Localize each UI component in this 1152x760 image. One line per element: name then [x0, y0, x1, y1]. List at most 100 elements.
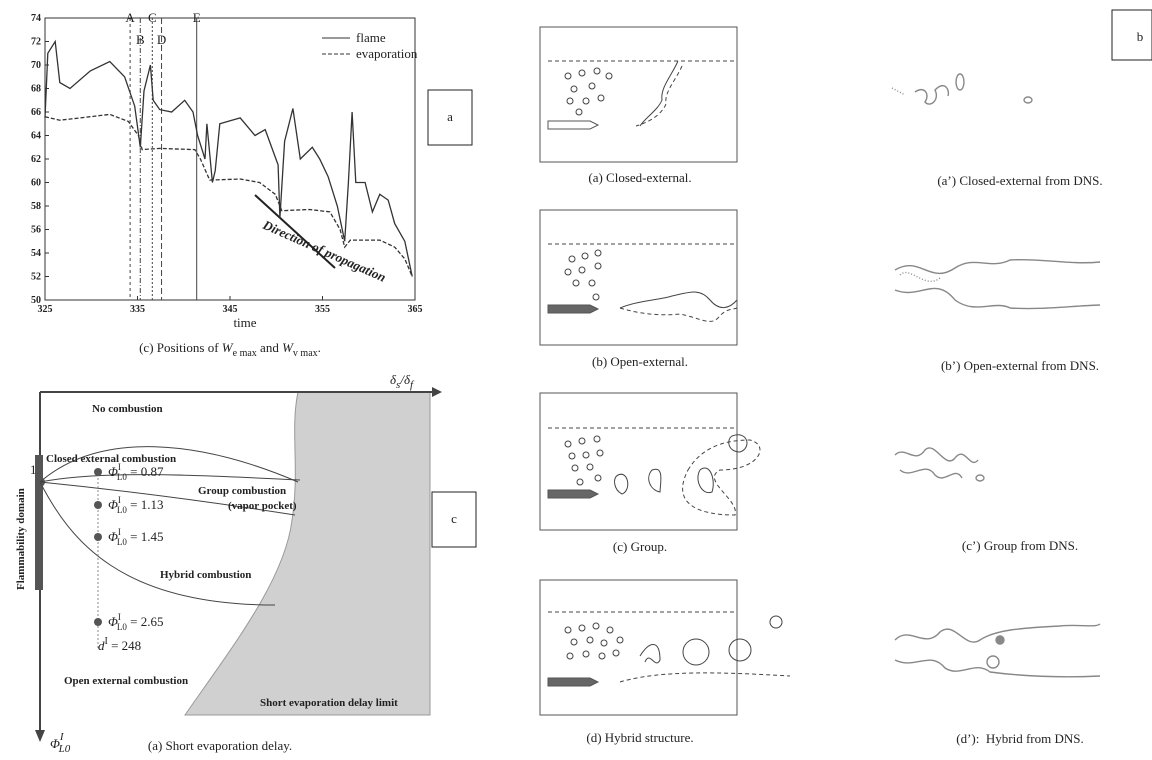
- series-line: [44, 39, 413, 277]
- pocket: [648, 468, 662, 493]
- evap-front: [682, 439, 761, 516]
- path-shape: [899, 468, 963, 479]
- dns-caption: (b’) Open-external from DNS.: [941, 358, 1099, 373]
- dns-group: [894, 447, 985, 482]
- droplet: [576, 478, 584, 486]
- droplet: [593, 67, 601, 75]
- point-dot: [94, 618, 102, 626]
- pocket: [769, 615, 783, 629]
- y-tick-label: 70: [31, 60, 41, 71]
- boundary: [39, 481, 296, 516]
- evap-front: [619, 307, 738, 322]
- droplet: [578, 69, 586, 77]
- tspan-shape: f: [410, 379, 415, 391]
- legend-bg: [318, 28, 412, 74]
- nozzle: [547, 489, 600, 499]
- panel-label: b: [1137, 29, 1144, 44]
- droplet: [588, 82, 596, 90]
- region: Hybrid combustion: [160, 569, 251, 581]
- tspan-shape: = 248: [108, 638, 141, 653]
- droplet: [596, 449, 604, 457]
- droplet: [594, 249, 602, 257]
- tspan-shape: W: [282, 340, 294, 355]
- point-dot: [94, 501, 102, 509]
- tspan-shape: and: [257, 340, 282, 355]
- y-tick-label: 74: [31, 13, 41, 24]
- boundary: [39, 446, 299, 483]
- legend-label: flame: [356, 30, 386, 45]
- droplet: [592, 622, 600, 630]
- marker-label: B: [136, 32, 145, 47]
- droplet: [570, 85, 578, 93]
- droplet: [568, 255, 576, 263]
- pocket: [728, 434, 748, 453]
- flammability-label: Flammability domain: [15, 488, 27, 590]
- boundary: [39, 474, 301, 483]
- tspan-shape: I: [59, 731, 65, 743]
- y-tick-label: 64: [31, 131, 41, 142]
- panel-label-box: [431, 491, 477, 548]
- tspan-shape: (c) Positions of: [139, 340, 222, 355]
- panel-label: c: [451, 511, 457, 526]
- droplet: [578, 437, 586, 445]
- path-shape: [894, 258, 1101, 274]
- droplet: [582, 650, 590, 658]
- path-shape: [914, 85, 950, 105]
- phi-label: ΦI L0 = 1.45: [108, 527, 164, 547]
- dns-closed: [891, 73, 1033, 105]
- tspan-shape: v max: [293, 348, 318, 359]
- marker-label: A: [125, 10, 135, 25]
- y-tick-label: 60: [31, 178, 41, 189]
- flame: [639, 644, 661, 664]
- y-tick-label: 68: [31, 84, 41, 95]
- region: No combustion: [92, 403, 163, 415]
- droplet: [564, 72, 572, 80]
- droplet: [566, 652, 574, 660]
- ellipse-shape: [975, 474, 985, 482]
- droplet: [564, 626, 572, 634]
- tspan-shape: s: [396, 379, 400, 391]
- phi-sub: L0: [117, 537, 127, 547]
- tspan-shape: /: [399, 372, 405, 387]
- x-tick-label: 345: [223, 304, 238, 315]
- phi-sub: L0: [117, 505, 127, 515]
- droplet: [986, 655, 1000, 669]
- x-tick-label: 365: [408, 304, 423, 315]
- y-tick-label: 50: [31, 295, 41, 306]
- droplet: [612, 649, 620, 657]
- phi-label: ΦI L0 = 0.87: [108, 462, 164, 482]
- droplet: [571, 464, 579, 472]
- one: 1: [30, 462, 37, 477]
- path-shape: [894, 287, 1101, 310]
- phi-label: ΦI L0 = 2.65: [108, 612, 164, 632]
- boundary: [39, 481, 276, 606]
- pocket: [728, 638, 752, 662]
- path-shape: [894, 659, 1101, 678]
- dns-caption: (a’) Closed-external from DNS.: [937, 173, 1102, 188]
- droplet: [582, 97, 590, 105]
- phi-value: = 0.87: [127, 464, 164, 479]
- phi-sup: I: [118, 527, 121, 537]
- ellipse-shape: [1023, 96, 1033, 104]
- marker-label: E: [193, 10, 201, 25]
- dns-caption: (c’) Group from DNS.: [962, 538, 1078, 553]
- schematic-caption: (a) Closed-external.: [588, 170, 691, 185]
- nozzle: [547, 304, 600, 314]
- schematic-box: [539, 579, 738, 716]
- dns-caption: (d’): Hybrid from DNS.: [956, 731, 1083, 746]
- point-dot: [94, 533, 102, 541]
- panel-label-box: [1111, 9, 1152, 61]
- droplet: [616, 636, 624, 644]
- droplet: [568, 452, 576, 460]
- droplet: [605, 72, 613, 80]
- x-axis-label: time: [233, 315, 256, 330]
- panel-c: δs/δf ΦI L0 Flammability domain 1 No comb…: [15, 372, 477, 755]
- evap-front: [619, 672, 791, 683]
- schematic-caption: (b) Open-external.: [592, 354, 688, 369]
- y-tick-label: 52: [31, 272, 41, 283]
- y-tick-label: 72: [31, 37, 41, 48]
- path-shape: [899, 272, 941, 282]
- schematic-box: [539, 392, 738, 531]
- tspan-shape: L0: [58, 743, 71, 755]
- legend-label: evaporation: [356, 46, 418, 61]
